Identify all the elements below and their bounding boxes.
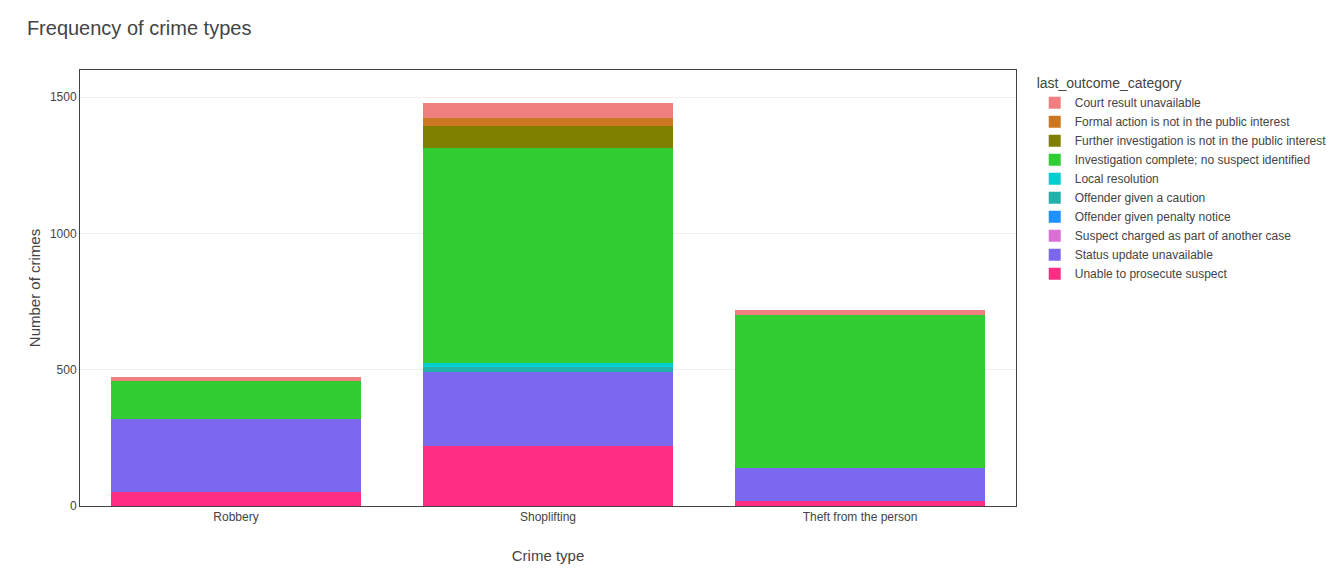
- svg-text:500: 500: [57, 363, 77, 377]
- svg-text:Offender given penalty notice: Offender given penalty notice: [1075, 210, 1231, 224]
- svg-text:Unable to prosecute suspect: Unable to prosecute suspect: [1075, 267, 1228, 281]
- svg-text:Status update unavailable: Status update unavailable: [1075, 248, 1213, 262]
- svg-text:Further investigation is not i: Further investigation is not in the publ…: [1075, 134, 1326, 148]
- svg-text:Shoplifting: Shoplifting: [520, 510, 576, 524]
- svg-text:Local resolution: Local resolution: [1075, 172, 1159, 186]
- svg-text:Court result unavailable: Court result unavailable: [1075, 96, 1201, 110]
- svg-text:Theft from the person: Theft from the person: [803, 510, 918, 524]
- svg-text:1500: 1500: [50, 90, 77, 104]
- svg-text:Number of crimes: Number of crimes: [26, 229, 43, 347]
- svg-text:Robbery: Robbery: [213, 510, 258, 524]
- svg-text:Investigation complete; no sus: Investigation complete; no suspect ident…: [1075, 153, 1310, 167]
- svg-text:Frequency of crime types: Frequency of crime types: [27, 17, 252, 39]
- svg-text:Suspect charged as part of ano: Suspect charged as part of another case: [1075, 229, 1291, 243]
- svg-text:Formal action is not in the pu: Formal action is not in the public inter…: [1075, 115, 1290, 129]
- svg-text:Offender given a caution: Offender given a caution: [1075, 191, 1206, 205]
- svg-text:1000: 1000: [50, 227, 77, 241]
- svg-text:0: 0: [70, 499, 77, 513]
- svg-text:last_outcome_category: last_outcome_category: [1037, 75, 1182, 91]
- svg-text:Crime type: Crime type: [512, 547, 585, 564]
